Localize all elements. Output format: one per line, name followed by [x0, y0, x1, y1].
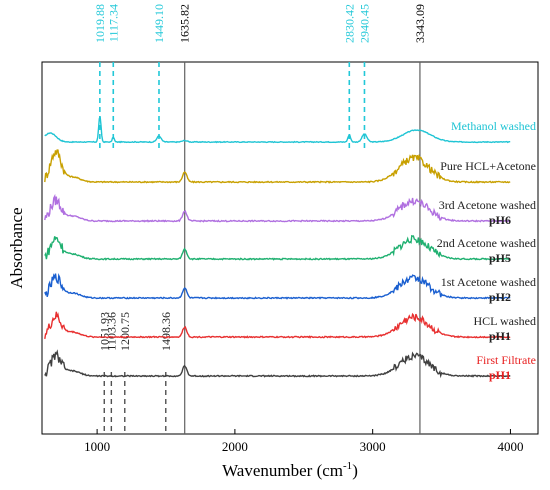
- bottom-peak-label: 1103.36: [104, 312, 118, 351]
- series-line: [44, 234, 511, 261]
- series-label: 1st Acetone washed: [441, 275, 536, 289]
- reference-lines: 1635.82 3343.09: [178, 4, 427, 434]
- spectra: [44, 116, 511, 379]
- series-line: [44, 193, 511, 223]
- x-axis-label-superscript: -1: [343, 460, 352, 472]
- top-peak-label: 2940.45: [357, 4, 371, 43]
- series-label: HCL washed: [473, 314, 536, 328]
- series-label: 3rd Acetone washed: [439, 198, 536, 212]
- bottom-peak-label: 1200.75: [118, 312, 132, 351]
- x-tick-label: 1000: [84, 439, 110, 454]
- series-line: [44, 273, 511, 300]
- series-line: [44, 349, 511, 379]
- series-line: [44, 149, 511, 184]
- series-line: [44, 311, 511, 340]
- series-label: First Filtrate: [476, 353, 536, 367]
- series-sublabel: pH1: [489, 368, 511, 382]
- top-peak-label: 1117.34: [106, 4, 120, 42]
- x-axis-label-close: ): [352, 461, 358, 480]
- series-labels: Methanol washed Pure HCL+Acetone 3rd Aceto…: [437, 119, 536, 382]
- reference-line-label: 1635.82: [178, 4, 192, 43]
- series-line: [44, 116, 511, 144]
- x-axis: 1000 2000 3000 4000: [84, 429, 523, 454]
- series-label: Methanol washed: [451, 119, 536, 133]
- series-sublabel: pH6: [489, 213, 511, 227]
- series-sublabel: pH5: [489, 251, 511, 265]
- top-peak-label: 1449.10: [152, 4, 166, 43]
- x-axis-label: Wavenumber (cm-1): [222, 460, 358, 480]
- top-peak-label: 1019.88: [93, 4, 107, 43]
- x-axis-label-text: Wavenumber (cm: [222, 461, 343, 480]
- x-tick-label: 3000: [360, 439, 386, 454]
- plot-frame: [41, 61, 539, 435]
- top-peak-marks: 1019.88 1117.34 1449.10 2830.42 2940.45: [93, 4, 371, 152]
- series-label: 2nd Acetone washed: [437, 236, 536, 250]
- bottom-peak-label: 1498.36: [159, 312, 173, 351]
- series-sublabel: pH2: [489, 290, 511, 304]
- y-axis-label: Absorbance: [7, 207, 26, 288]
- x-tick-label: 4000: [497, 439, 523, 454]
- x-tick-label: 2000: [222, 439, 248, 454]
- series-label: Pure HCL+Acetone: [440, 159, 536, 173]
- series-sublabel: pH1: [489, 329, 511, 343]
- top-peak-label: 2830.42: [342, 4, 356, 43]
- reference-line-label: 3343.09: [413, 4, 427, 43]
- bottom-peak-label: 1051.93: [97, 312, 111, 351]
